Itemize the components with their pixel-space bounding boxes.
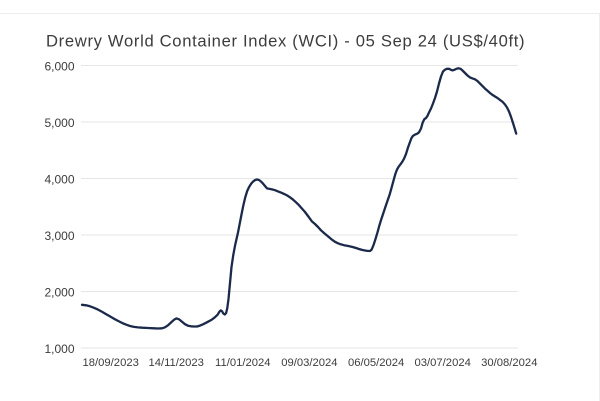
svg-text:2,000: 2,000 — [44, 286, 74, 300]
svg-text:11/01/2024: 11/01/2024 — [215, 357, 270, 369]
svg-text:30/08/2024: 30/08/2024 — [481, 357, 537, 369]
svg-text:14/11/2023: 14/11/2023 — [148, 357, 203, 369]
svg-text:03/07/2024: 03/07/2024 — [415, 357, 471, 369]
svg-text:5,000: 5,000 — [44, 116, 74, 130]
svg-text:18/09/2023: 18/09/2023 — [83, 357, 139, 369]
svg-text:6,000: 6,000 — [44, 60, 74, 74]
svg-text:4,000: 4,000 — [44, 173, 74, 187]
svg-text:09/03/2024: 09/03/2024 — [281, 357, 337, 369]
svg-text:06/05/2024: 06/05/2024 — [348, 357, 404, 369]
svg-text:1,000: 1,000 — [44, 342, 74, 356]
svg-text:3,000: 3,000 — [44, 229, 74, 243]
svg-text:Drewry World Container Index (: Drewry World Container Index (WCI) - 05 … — [46, 31, 525, 50]
